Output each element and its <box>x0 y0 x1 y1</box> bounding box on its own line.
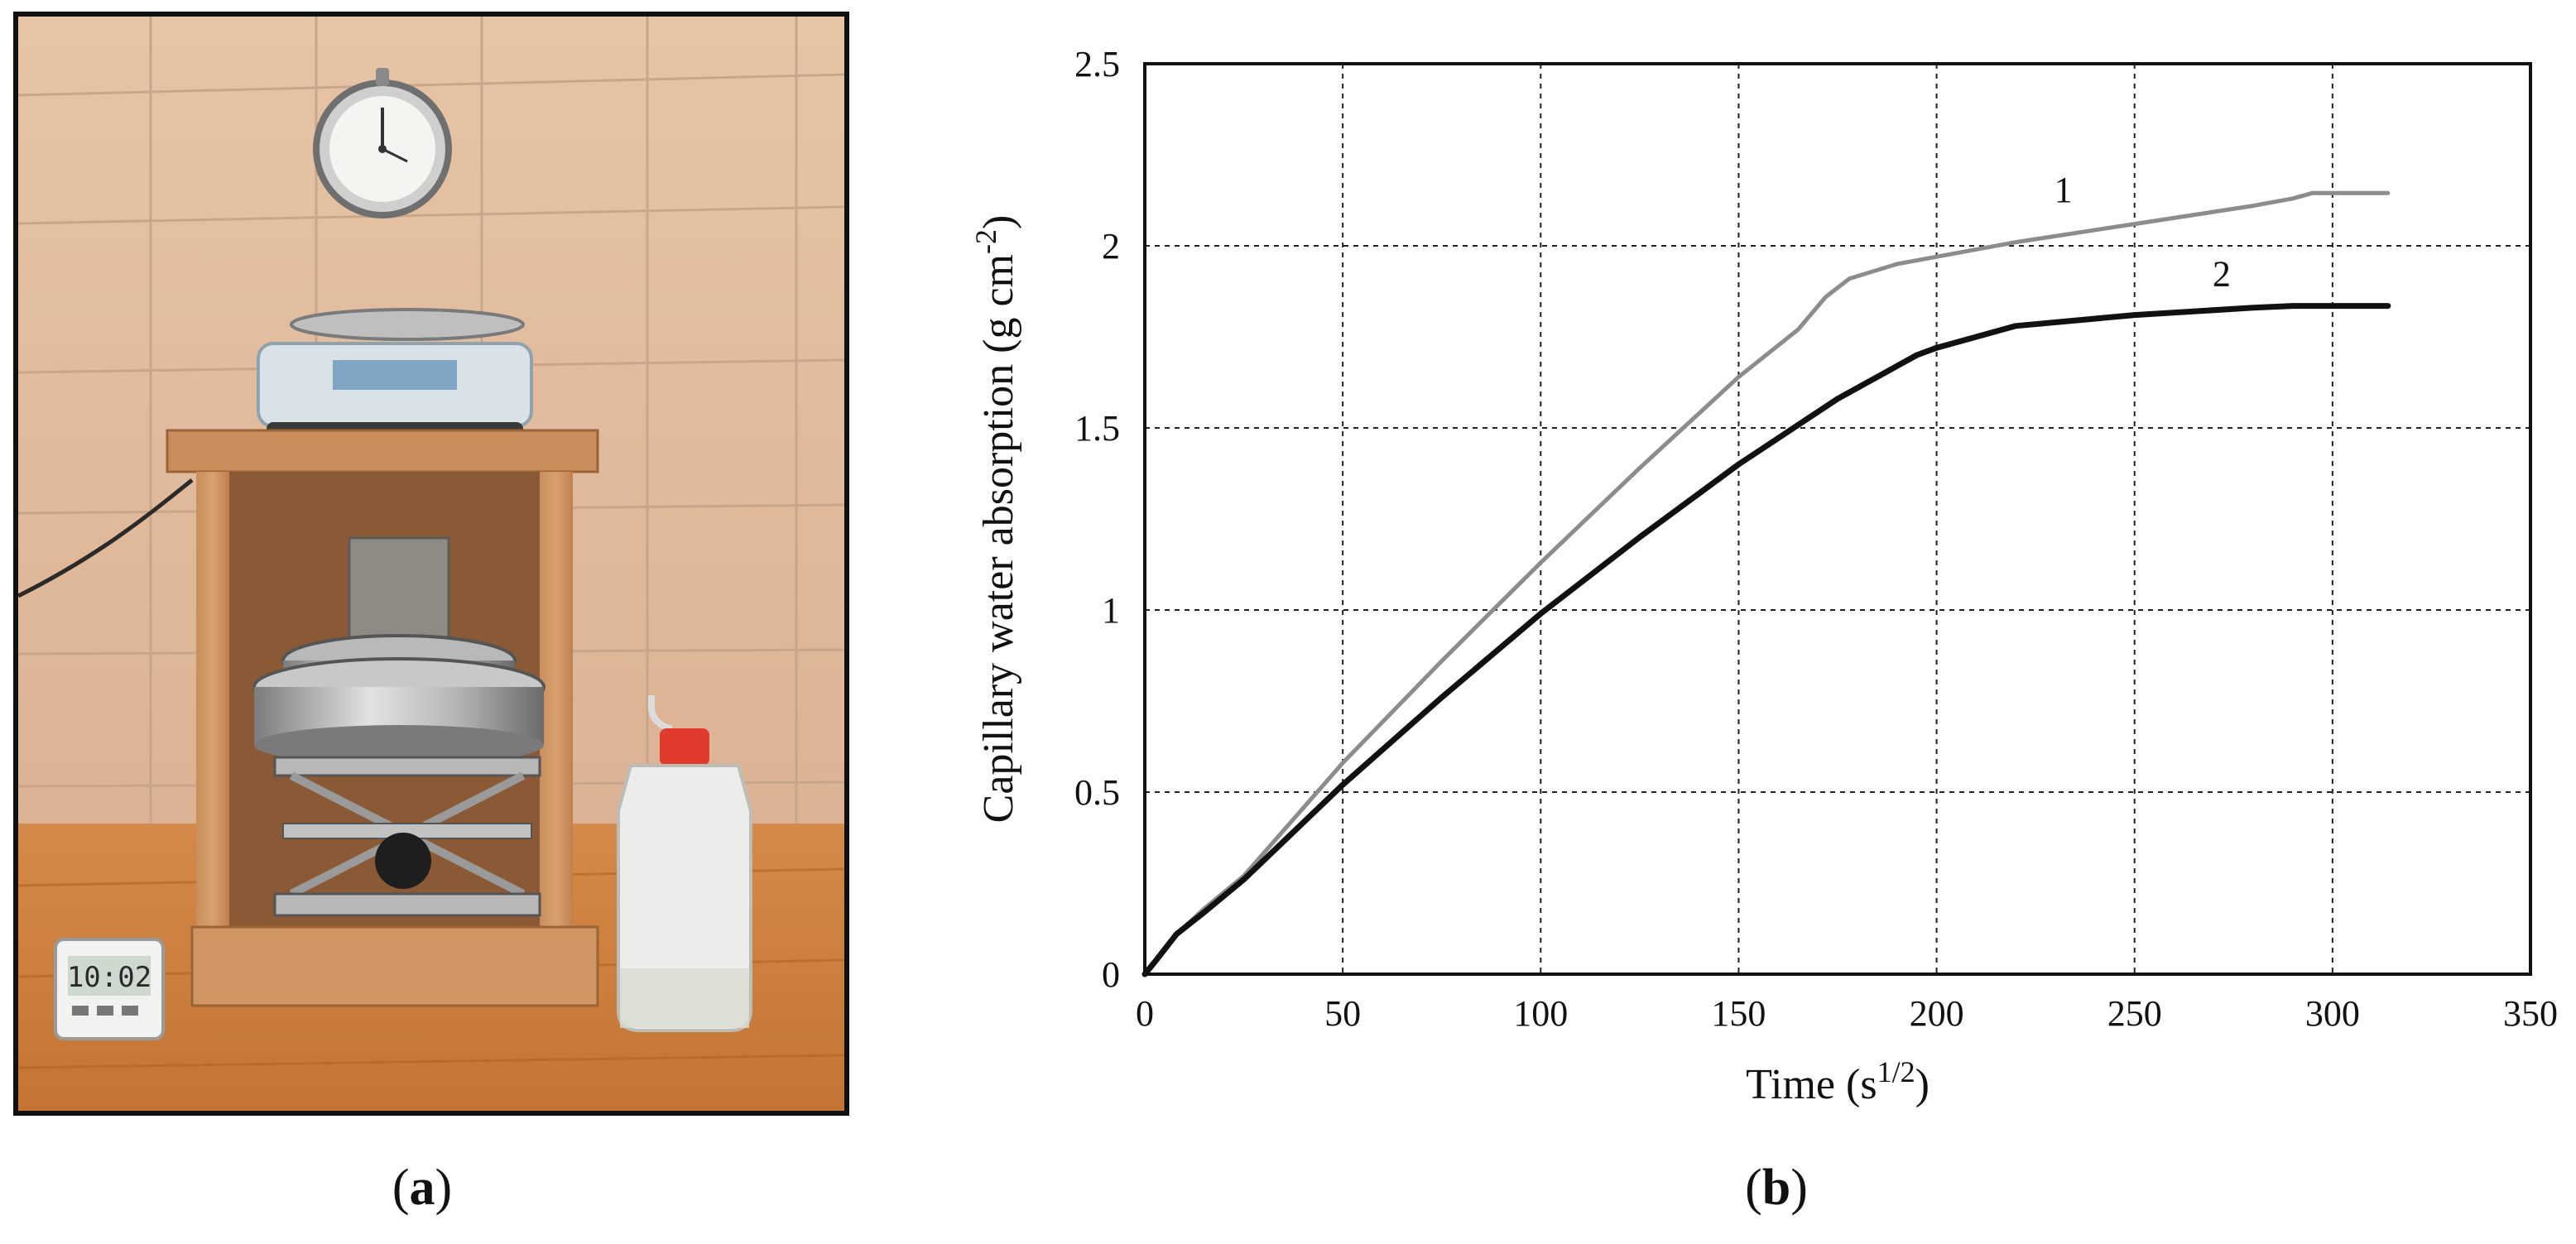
x-tick-label: 350 <box>2503 993 2558 1034</box>
y-tick-label: 0 <box>1102 954 1120 995</box>
lab-jack <box>273 756 541 917</box>
series-annotation-label: 1 <box>2055 170 2073 210</box>
y-tick-label: 2.5 <box>1074 44 1120 84</box>
x-tick-label: 50 <box>1324 993 1361 1034</box>
panel-caption-b: (b) <box>1745 1160 1808 1216</box>
x-tick-label: 250 <box>2107 993 2162 1034</box>
series-annotations: 12 <box>2055 170 2231 294</box>
y-tick-label: 2 <box>1102 226 1120 267</box>
series-annotation-label: 2 <box>2213 253 2231 294</box>
x-axis-title: Time (s1/2) <box>1746 1055 1930 1108</box>
plot-frame <box>1143 62 2532 976</box>
y-tick-label: 1 <box>1102 590 1120 631</box>
wash-bottle <box>617 695 752 1032</box>
x-tick-label: 300 <box>2305 993 2360 1034</box>
y-tick-label: 0.5 <box>1074 772 1120 813</box>
water-trays <box>252 634 545 765</box>
series-lines <box>1141 190 2391 977</box>
grid-lines <box>1145 64 2530 974</box>
x-tick-label: 100 <box>1513 993 1568 1034</box>
digital-timer: 10:02 <box>54 938 165 1040</box>
tick-labels: 0 50 100 150 200 250 300 350 0 0.5 1 1.5 2 2.5 <box>1074 44 2558 1034</box>
panel-caption-a: (a) <box>392 1160 453 1216</box>
x-tick-label: 0 <box>1136 993 1154 1034</box>
y-tick-label: 1.5 <box>1074 408 1120 449</box>
wall-hygrometer <box>313 68 452 219</box>
y-axis-title: Capillary water absorption (g cm-2) <box>969 215 1022 824</box>
timer-display: 10:02 <box>67 961 151 994</box>
series-line-2 <box>1141 303 2391 977</box>
lab-setup-photo: 10:02 <box>18 17 844 1111</box>
x-tick-label: 200 <box>1910 993 1964 1034</box>
stone-specimen <box>348 536 450 651</box>
power-cable <box>18 478 194 598</box>
photo-panel-a: 10:02 <box>13 12 849 1116</box>
digital-balance <box>257 308 533 444</box>
x-tick-label: 150 <box>1711 993 1766 1034</box>
